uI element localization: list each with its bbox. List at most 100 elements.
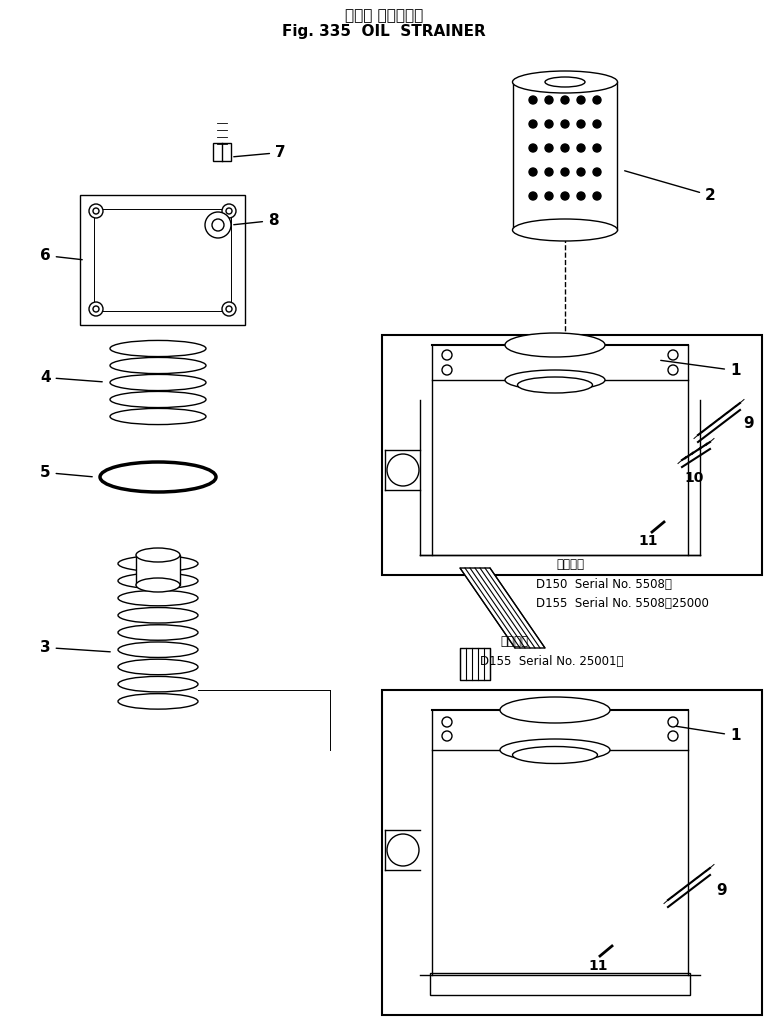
- Circle shape: [545, 96, 553, 104]
- Text: Fig. 335  OIL  STRAINER: Fig. 335 OIL STRAINER: [282, 24, 486, 39]
- Text: 6: 6: [40, 248, 82, 263]
- Circle shape: [93, 208, 99, 214]
- Ellipse shape: [136, 548, 180, 562]
- Ellipse shape: [118, 625, 198, 640]
- Ellipse shape: [118, 676, 198, 692]
- Circle shape: [593, 168, 601, 176]
- Ellipse shape: [118, 590, 198, 605]
- Circle shape: [545, 144, 553, 152]
- Circle shape: [212, 219, 224, 231]
- Circle shape: [442, 365, 452, 375]
- Circle shape: [222, 204, 236, 218]
- Circle shape: [226, 306, 232, 313]
- Ellipse shape: [110, 374, 206, 391]
- Text: D155  Serial No. 25001～: D155 Serial No. 25001～: [480, 655, 624, 668]
- Circle shape: [529, 192, 537, 200]
- Text: 3: 3: [40, 640, 110, 655]
- Text: 適用号機: 適用号機: [556, 558, 584, 571]
- Ellipse shape: [500, 739, 610, 761]
- Bar: [382, 690, 762, 1015]
- Ellipse shape: [118, 573, 198, 589]
- Circle shape: [561, 144, 569, 152]
- Text: 9: 9: [716, 883, 727, 898]
- Circle shape: [545, 192, 553, 200]
- Circle shape: [545, 168, 553, 176]
- Text: 8: 8: [234, 213, 278, 228]
- Circle shape: [577, 192, 585, 200]
- Ellipse shape: [512, 71, 618, 93]
- Ellipse shape: [110, 392, 206, 407]
- Circle shape: [561, 96, 569, 104]
- Text: 4: 4: [40, 370, 102, 386]
- Text: 2: 2: [624, 171, 716, 203]
- Text: 1: 1: [671, 726, 741, 743]
- Ellipse shape: [110, 340, 206, 357]
- Circle shape: [89, 302, 103, 316]
- Ellipse shape: [500, 697, 610, 723]
- Circle shape: [577, 120, 585, 128]
- Ellipse shape: [110, 408, 206, 425]
- Bar: [136, 555, 180, 585]
- Ellipse shape: [512, 219, 618, 241]
- Circle shape: [577, 144, 585, 152]
- Circle shape: [205, 212, 231, 238]
- Ellipse shape: [118, 556, 198, 572]
- Bar: [382, 335, 762, 575]
- Polygon shape: [460, 568, 545, 648]
- Text: 1: 1: [661, 361, 741, 378]
- Circle shape: [529, 96, 537, 104]
- Text: D150  Serial No. 5508～: D150 Serial No. 5508～: [536, 578, 672, 591]
- Ellipse shape: [118, 608, 198, 623]
- Ellipse shape: [110, 358, 206, 373]
- Ellipse shape: [545, 77, 585, 87]
- Text: オイル ストレーナ: オイル ストレーナ: [345, 8, 423, 23]
- Text: 9: 9: [743, 416, 754, 431]
- Ellipse shape: [100, 462, 216, 492]
- Bar: [213, 143, 231, 161]
- Text: 11: 11: [638, 534, 657, 548]
- Circle shape: [577, 96, 585, 104]
- Circle shape: [222, 302, 236, 316]
- Circle shape: [593, 144, 601, 152]
- Ellipse shape: [136, 578, 180, 592]
- Circle shape: [93, 306, 99, 313]
- Circle shape: [593, 192, 601, 200]
- Circle shape: [442, 731, 452, 741]
- Circle shape: [561, 168, 569, 176]
- Circle shape: [387, 834, 419, 866]
- Circle shape: [89, 204, 103, 218]
- Circle shape: [529, 120, 537, 128]
- Ellipse shape: [512, 746, 598, 764]
- Circle shape: [442, 717, 452, 727]
- Circle shape: [561, 120, 569, 128]
- Text: 5: 5: [40, 465, 92, 480]
- Circle shape: [561, 192, 569, 200]
- Circle shape: [387, 454, 419, 486]
- Text: 11: 11: [588, 959, 608, 972]
- Text: 適用号機: 適用号機: [500, 635, 528, 648]
- Circle shape: [442, 350, 452, 360]
- Bar: [80, 195, 245, 325]
- Polygon shape: [460, 648, 490, 680]
- Bar: [94, 209, 231, 311]
- Ellipse shape: [505, 333, 605, 357]
- Circle shape: [668, 731, 678, 741]
- Ellipse shape: [118, 694, 198, 709]
- Ellipse shape: [505, 370, 605, 390]
- Circle shape: [529, 168, 537, 176]
- Text: 7: 7: [234, 145, 285, 160]
- Text: 10: 10: [684, 471, 704, 485]
- Circle shape: [226, 208, 232, 214]
- Ellipse shape: [118, 641, 198, 658]
- Circle shape: [545, 120, 553, 128]
- Bar: [430, 972, 690, 995]
- Ellipse shape: [518, 377, 592, 393]
- Circle shape: [577, 168, 585, 176]
- Circle shape: [593, 96, 601, 104]
- Circle shape: [668, 717, 678, 727]
- Circle shape: [529, 144, 537, 152]
- Ellipse shape: [118, 659, 198, 674]
- Circle shape: [593, 120, 601, 128]
- Circle shape: [668, 365, 678, 375]
- Text: D155  Serial No. 5508～25000: D155 Serial No. 5508～25000: [536, 597, 709, 610]
